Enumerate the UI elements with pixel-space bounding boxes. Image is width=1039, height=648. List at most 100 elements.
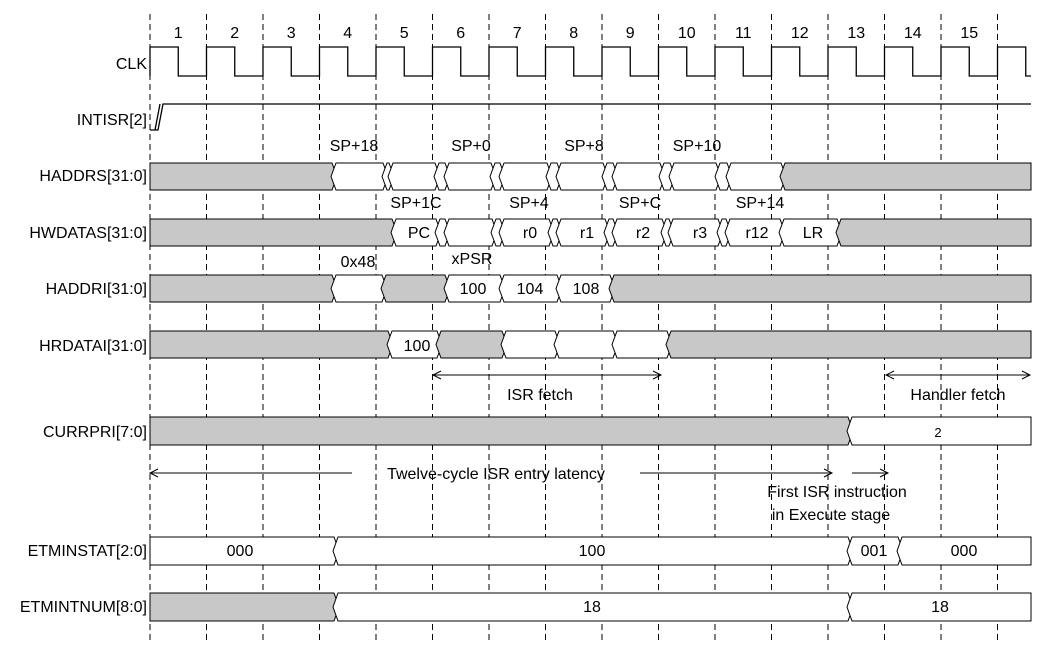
- signal-label-hwdatas: HWDATAS[31:0]: [29, 225, 147, 242]
- bus-currpri-segment: [149, 416, 854, 446]
- haddrs-label-sp8: SP+8: [564, 138, 604, 155]
- bus-haddri-segment: [380, 274, 451, 303]
- signal-label-clk: CLK: [116, 56, 147, 73]
- signal-label-haddrs: HADDRS[31:0]: [39, 168, 147, 185]
- hwdatas-value-lr: LR: [803, 225, 823, 242]
- latency-label: Twelve-cycle ISR entry latency: [387, 466, 605, 483]
- bus-hrdatai-segment: [665, 330, 1032, 359]
- first-isr-label-line1: First ISR instruction: [767, 484, 907, 501]
- etminstat-value-000-b: 000: [951, 543, 978, 560]
- bus-haddrs-segment: [330, 162, 389, 191]
- etmintnum-value-18-b: 18: [931, 599, 949, 616]
- bus-haddrs-segment: [779, 162, 1032, 191]
- clk-waveform: [149, 46, 1031, 77]
- currpri-value-2: 2: [934, 425, 941, 440]
- hwdatas-value-r12: r12: [745, 225, 768, 242]
- haddrs-label-sp18: SP+18: [330, 138, 379, 155]
- cycle-number-label: 8: [569, 25, 578, 42]
- cycle-number-label: 12: [791, 25, 809, 42]
- haddrs-bus: [149, 162, 1032, 191]
- haddri-value-100: 100: [460, 281, 487, 298]
- cycle-number-labels: 1 2 3 4 5 6 7 8 9 10 11 12 13 14 15: [174, 25, 978, 42]
- bus-haddri-segment: [149, 274, 338, 303]
- latency-arrow: [148, 468, 834, 478]
- cycle-number-label: 9: [626, 25, 635, 42]
- bus-hrdatai-segment: [149, 330, 394, 359]
- cycle-number-label: 3: [287, 25, 296, 42]
- haddri-value-104: 104: [517, 281, 544, 298]
- currpri-bus: [149, 416, 1032, 446]
- handler-fetch-label: Handler fetch: [910, 387, 1005, 404]
- cycle-number-label: 5: [400, 25, 409, 42]
- etminstat-bus: [149, 536, 1032, 566]
- signal-labels: CLK INTISR[2] HADDRS[31:0] HWDATAS[31:0]…: [20, 56, 147, 616]
- hwdatas-value-r3: r3: [693, 225, 707, 242]
- cycle-number-label: 13: [847, 25, 865, 42]
- isr-fetch-arrow: [431, 370, 663, 380]
- bus-haddrs-segment: [443, 162, 497, 191]
- bus-etminstat-segment: [896, 536, 1032, 566]
- bus-haddrs-segment: [498, 162, 553, 191]
- cycle-number-label: 14: [904, 25, 922, 42]
- isr-fetch-label: ISR fetch: [507, 387, 573, 404]
- cycle-grid: [149, 14, 998, 640]
- haddrs-label-sp10: SP+10: [673, 138, 722, 155]
- bus-hrdatai-segment: [553, 330, 619, 359]
- haddri-bus: [149, 274, 1032, 303]
- hrdatai-bus: [149, 330, 1032, 359]
- hwdatas-label-sp14: SP+14: [736, 195, 785, 212]
- etminstat-value-100: 100: [579, 543, 606, 560]
- bus-etmintnum-segment: [846, 592, 1032, 622]
- cycle-number-label: 7: [513, 25, 522, 42]
- bus-hrdatai-segment: [435, 330, 508, 359]
- bus-haddrs-segment: [725, 162, 787, 191]
- hwdatas-label-sp1c: SP+1C: [390, 195, 441, 212]
- bus-haddrs-segment: [387, 162, 441, 191]
- first-isr-label-line2: in Execute stage: [772, 507, 890, 524]
- cycle-number-label: 6: [456, 25, 465, 42]
- handler-fetch-arrow: [884, 370, 1032, 380]
- bus-hwdatas-segment: [835, 218, 1032, 247]
- hwdatas-value-pc: PC: [408, 225, 430, 242]
- hwdatas-value-r2: r2: [636, 225, 650, 242]
- bus-haddrs-segment: [149, 162, 338, 191]
- cycle-number-label: 1: [174, 25, 183, 42]
- cycle-number-label: 4: [343, 25, 352, 42]
- intisr-waveform: [150, 103, 1031, 131]
- first-isr-arrow: [852, 468, 890, 478]
- signal-label-hrdatai: HRDATAI[31:0]: [39, 338, 147, 355]
- hwdatas-bus: [149, 218, 1032, 247]
- haddri-value-108: 108: [573, 281, 600, 298]
- bus-haddrs-segment: [668, 162, 722, 191]
- cycle-number-label: 10: [678, 25, 696, 42]
- hwdatas-label-sp4: SP+4: [509, 195, 549, 212]
- signal-label-etmintnum: ETMINTNUM[8:0]: [20, 599, 147, 616]
- signal-label-etminstat: ETMINSTAT[2:0]: [28, 543, 147, 560]
- hwdatas-value-r0: r0: [523, 225, 537, 242]
- bus-haddrs-segment: [611, 162, 666, 191]
- bus-haddrs-segment: [555, 162, 609, 191]
- bus-hwdatas-segment: [443, 218, 498, 247]
- signal-label-intisr: INTISR[2]: [77, 112, 147, 129]
- cycle-number-label: 15: [960, 25, 978, 42]
- bus-hrdatai-segment: [611, 330, 673, 359]
- bus-etmintnum-segment: [149, 592, 340, 622]
- hwdatas-label-spc: SP+C: [619, 195, 661, 212]
- haddri-label-0x48: 0x48: [341, 254, 376, 271]
- hwdatas-value-r1: r1: [580, 225, 594, 242]
- bus-haddri-segment: [330, 274, 388, 303]
- bus-haddri-segment: [608, 274, 1032, 303]
- bus-currpri-segment: [846, 416, 1032, 446]
- etminstat-value-000-a: 000: [227, 543, 254, 560]
- signal-label-haddri: HADDRI[31:0]: [46, 281, 147, 298]
- haddrs-label-sp0: SP+0: [451, 138, 491, 155]
- etmintnum-value-18-a: 18: [583, 599, 601, 616]
- bus-hwdatas-segment: [149, 218, 398, 247]
- bus-hrdatai-segment: [500, 330, 561, 359]
- cycle-number-label: 2: [230, 25, 239, 42]
- signal-label-currpri: CURRPRI[7:0]: [43, 424, 147, 441]
- haddri-label-xpsr: xPSR: [452, 251, 493, 268]
- etmintnum-bus: [149, 592, 1032, 622]
- cycle-number-label: 11: [735, 25, 752, 42]
